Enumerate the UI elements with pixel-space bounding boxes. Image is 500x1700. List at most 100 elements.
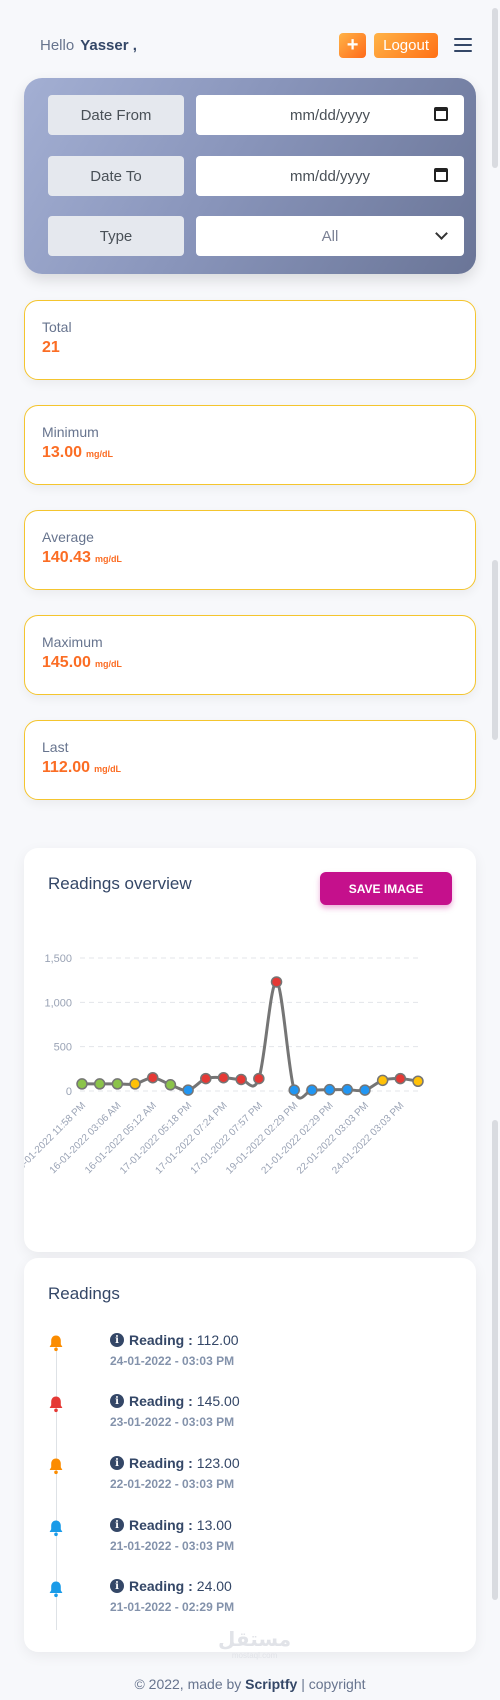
stat-unit: mg/dL [94, 554, 122, 564]
y-tick-label: 0 [66, 1086, 72, 1098]
y-tick-label: 1,500 [44, 953, 72, 965]
stat-value: 112.00 [42, 759, 91, 776]
y-tick-label: 1,000 [44, 997, 72, 1009]
reading-list-item: i Reading :145.00 23-01-2022 - 03:03 PM [48, 1393, 448, 1443]
stat-card-maximum: Maximum 145.00 mg/dL [24, 615, 476, 695]
data-point [93, 1078, 106, 1090]
data-point [306, 1084, 318, 1096]
reading-text: i Reading :112.00 [110, 1332, 239, 1348]
reading-list-item: i Reading :13.00 21-01-2022 - 03:03 PM [48, 1517, 448, 1567]
data-point [217, 1071, 230, 1084]
stat-title: Maximum [42, 634, 103, 650]
reading-date: 23-01-2022 - 03:03 PM [110, 1415, 235, 1429]
stat-card-total: Total 21 [24, 300, 476, 380]
data-point [376, 1074, 389, 1087]
info-icon: i [110, 1579, 124, 1593]
date-from-label: Date From [48, 95, 184, 135]
reading-label: Reading : [129, 1517, 193, 1533]
stat-card-minimum: Minimum 13.00 mg/dL [24, 405, 476, 485]
save-image-button[interactable]: SAVE IMAGE [320, 872, 452, 905]
reading-date: 21-01-2022 - 03:03 PM [110, 1539, 235, 1553]
footer-brand-link[interactable]: Scriptfy [245, 1676, 298, 1692]
reading-label: Reading : [129, 1393, 193, 1409]
stat-unit: mg/dL [94, 659, 122, 669]
reading-value: 24.00 [196, 1578, 232, 1594]
reading-date: 22-01-2022 - 03:03 PM [110, 1477, 235, 1491]
type-label: Type [48, 216, 184, 256]
stat-unit: mg/dL [86, 449, 114, 459]
readings-overview-card: 0 500 1,000 1,500 14-01-2022 11:58 PM 16-01-2… [24, 848, 476, 1252]
stat-title: Total [42, 319, 72, 335]
reading-list-item: i Reading :24.00 21-01-2022 - 02:29 PM [48, 1578, 448, 1628]
data-point [341, 1083, 354, 1096]
reading-value: 123.00 [196, 1455, 240, 1471]
reading-text: i Reading :24.00 [110, 1578, 232, 1594]
stat-title: Average [42, 529, 94, 545]
type-select[interactable]: All [196, 216, 464, 256]
date-to-label: Date To [48, 156, 184, 196]
bell-icon [48, 1580, 64, 1598]
data-point [129, 1078, 141, 1090]
stat-value: 145.00 [42, 654, 91, 671]
reading-list-item: i Reading :112.00 24-01-2022 - 03:03 PM [48, 1332, 448, 1382]
data-point [412, 1075, 424, 1087]
readings-card: Readings i Reading :112.00 24-01-2022 - 03… [24, 1258, 476, 1652]
stat-unit: mg/dL [94, 764, 122, 774]
timeline-line [56, 1340, 57, 1630]
date-from-input[interactable]: mm/dd/yyyy [196, 95, 464, 135]
info-icon: i [110, 1518, 124, 1532]
info-icon: i [110, 1456, 124, 1470]
reading-text: i Reading :123.00 [110, 1455, 240, 1471]
data-point [76, 1078, 88, 1090]
filter-panel: Date From mm/dd/yyyy Date To mm/dd/yyyy … [24, 78, 476, 274]
data-point [182, 1084, 194, 1096]
reading-text: i Reading :13.00 [110, 1517, 232, 1533]
bell-icon [48, 1395, 64, 1413]
page-scrollbar[interactable] [492, 0, 498, 1700]
reading-label: Reading : [129, 1455, 193, 1471]
bell-icon [48, 1519, 64, 1537]
stat-title: Minimum [42, 424, 99, 440]
date-to-input[interactable]: mm/dd/yyyy [196, 156, 464, 196]
readings-title: Readings [48, 1284, 120, 1303]
reading-label: Reading : [129, 1332, 193, 1348]
calendar-icon[interactable] [434, 168, 448, 182]
data-point [288, 1084, 300, 1096]
data-point [200, 1072, 212, 1085]
logout-button[interactable]: Logout [374, 32, 438, 58]
chart-title: Readings overview [48, 874, 192, 893]
stat-card-last: Last 112.00 mg/dL [24, 720, 476, 800]
calendar-icon[interactable] [434, 107, 448, 121]
reading-date: 21-01-2022 - 02:29 PM [110, 1600, 235, 1614]
footer: © 2022, made by Scriptfy | copyright [134, 1676, 366, 1692]
data-point [394, 1072, 407, 1085]
data-point [323, 1083, 336, 1096]
data-point [111, 1078, 124, 1090]
data-point [270, 976, 283, 988]
username: Yasser , [80, 36, 137, 54]
add-reading-button[interactable]: + [339, 32, 367, 58]
watermark-logo: مستقل mostaql.com [218, 1629, 292, 1660]
data-point [164, 1079, 177, 1091]
bell-icon [48, 1334, 64, 1352]
menu-icon[interactable] [454, 38, 472, 52]
data-point [253, 1072, 265, 1085]
reading-list-item: i Reading :123.00 22-01-2022 - 03:03 PM [48, 1455, 448, 1505]
bell-icon [48, 1457, 64, 1475]
x-tick-label: 24-01-2022 03:03 PM [330, 1100, 406, 1176]
info-icon: i [110, 1333, 124, 1347]
reading-value: 112.00 [196, 1332, 239, 1348]
reading-text: i Reading :145.00 [110, 1393, 240, 1409]
reading-label: Reading : [129, 1578, 193, 1594]
chevron-down-icon [435, 227, 448, 240]
greeting: Hello Yasser , [40, 36, 137, 54]
y-tick-label: 500 [54, 1042, 72, 1054]
data-point [359, 1084, 371, 1096]
reading-value: 145.00 [196, 1393, 240, 1409]
top-bar: Hello Yasser , + Logout [40, 30, 472, 60]
data-point [146, 1071, 159, 1084]
stat-value: 13.00 [42, 444, 83, 461]
reading-date: 24-01-2022 - 03:03 PM [110, 1354, 235, 1368]
stat-value: 140.43 [42, 549, 91, 566]
